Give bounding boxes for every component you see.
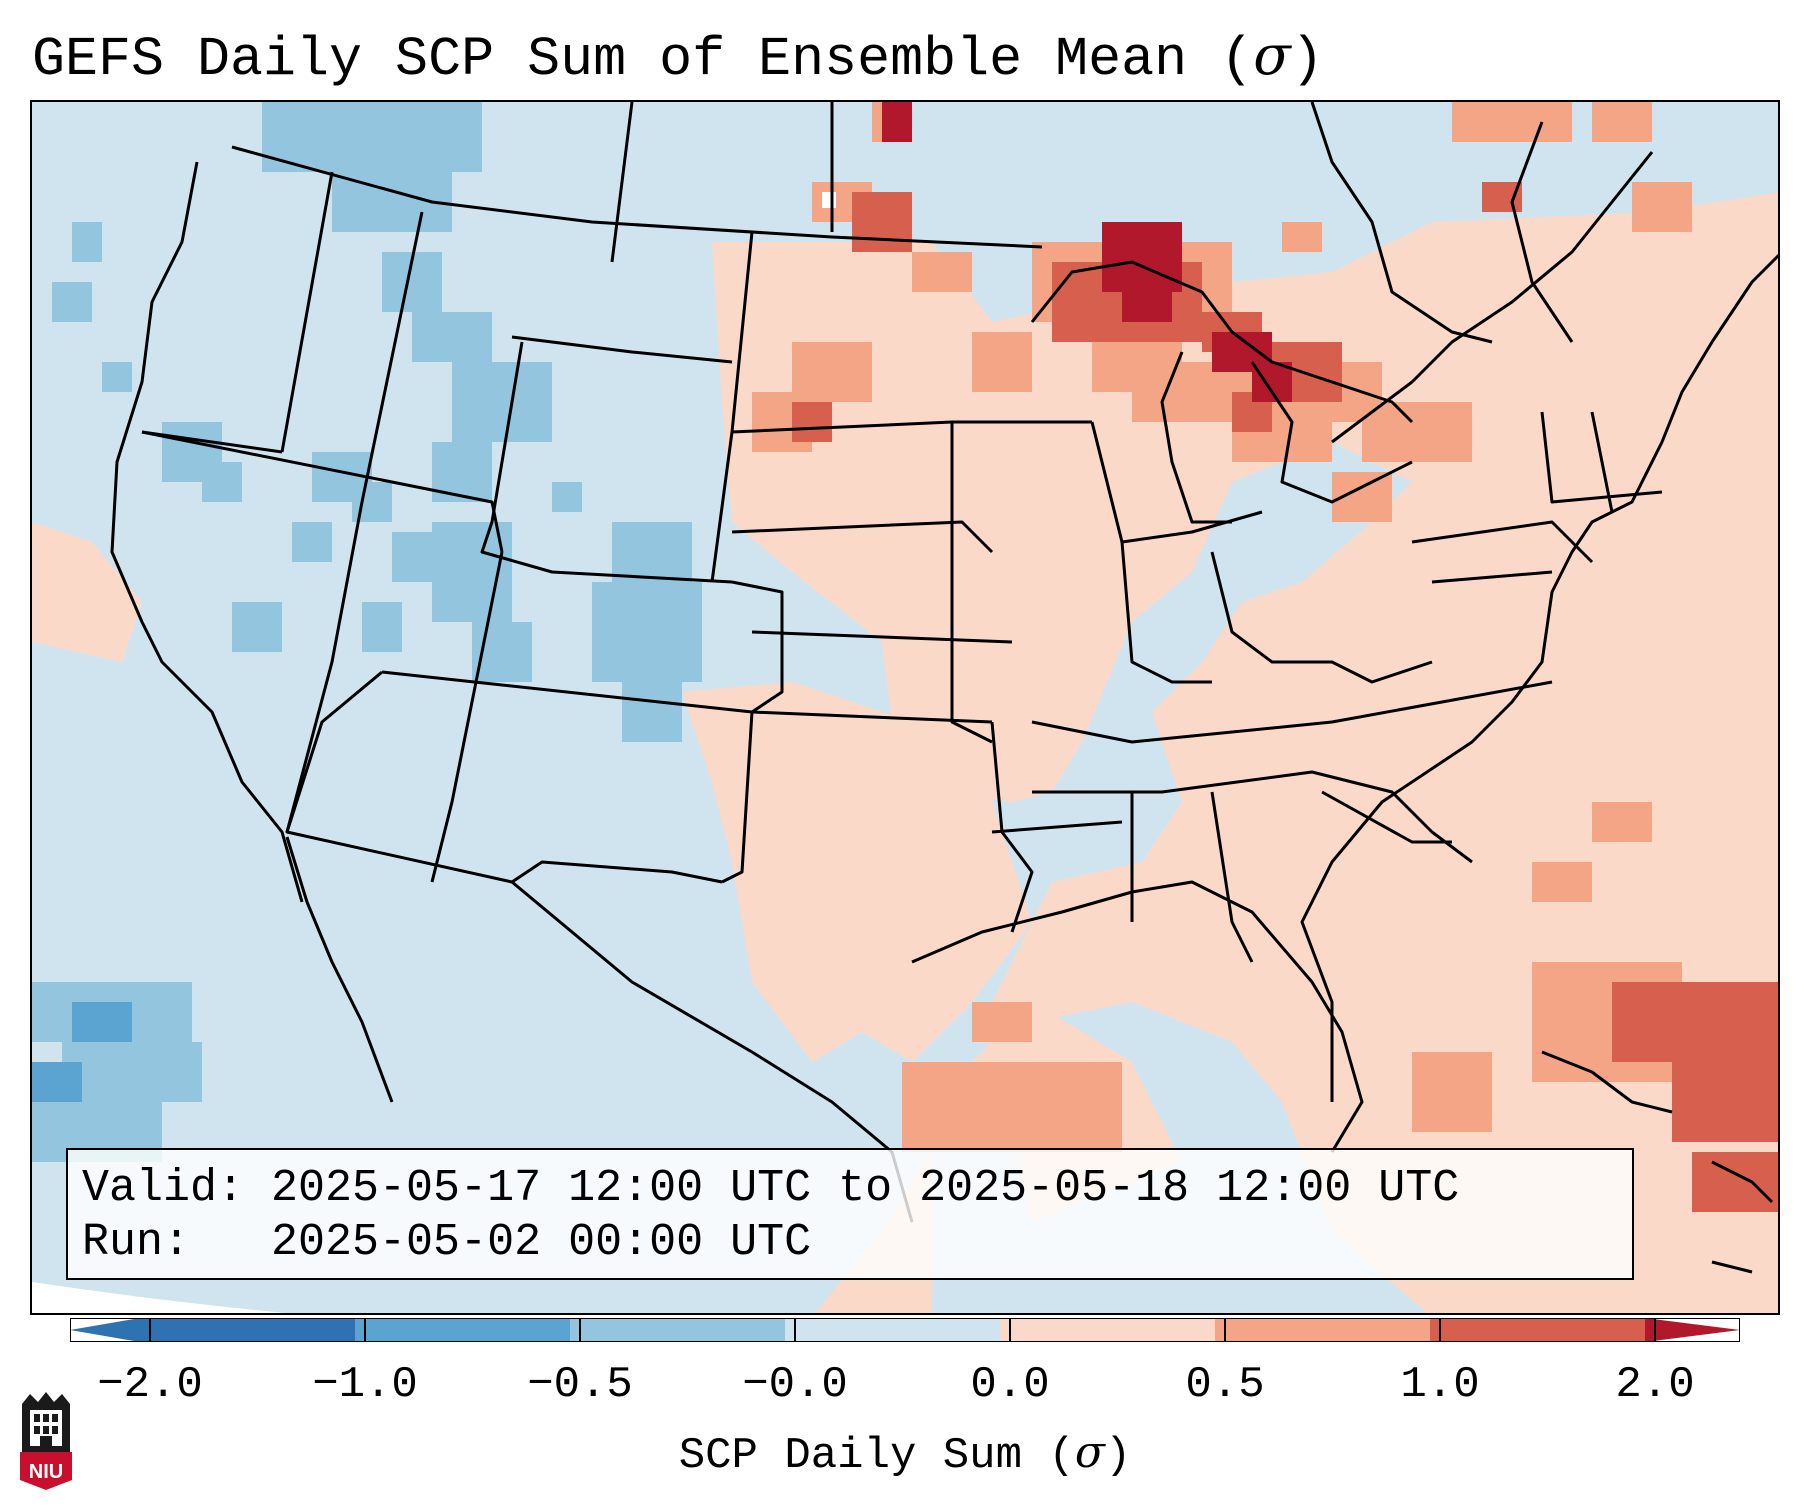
colorbar-tick-label: 2.0 <box>1615 1360 1695 1410</box>
negative-anomaly-patches <box>32 102 702 1162</box>
colorbar-label: SCP Daily Sum (σ) <box>678 1427 1132 1481</box>
logo-text: NIU <box>29 1461 63 1483</box>
scp-map <box>32 102 1778 1313</box>
colorbar-tick-label: −2.0 <box>97 1360 203 1410</box>
colorbar <box>70 1318 1740 1342</box>
moderate-negative-patches <box>32 1002 132 1102</box>
boundary-lines <box>110 102 1778 1274</box>
colorbar-segment <box>570 1318 785 1342</box>
colorbar-extend-low <box>70 1318 140 1342</box>
colorbar-segment <box>140 1318 355 1342</box>
colorbar-tick-label: 0.0 <box>970 1360 1050 1410</box>
colorbar-segment <box>1430 1318 1645 1342</box>
colorbar-tick-label: 0.5 <box>1185 1360 1265 1410</box>
colorbar-segment <box>1215 1318 1430 1342</box>
colorbar-segment <box>355 1318 570 1342</box>
colorbar-tick-label: 1.0 <box>1400 1360 1480 1410</box>
colorbar-tick-label: −0.5 <box>527 1360 633 1410</box>
valid-time-text: Valid: 2025-05-17 12:00 UTC to 2025-05-1… <box>82 1163 1460 1214</box>
colorbar-tick-label: −1.0 <box>312 1360 418 1410</box>
dark-red-patches <box>882 102 1292 402</box>
colorbar-segment <box>785 1318 1000 1342</box>
map-panel[interactable] <box>30 100 1780 1315</box>
colorbar-ticks <box>149 1318 1656 1342</box>
colorbar-segment <box>1000 1318 1215 1342</box>
run-time-text: Run: 2025-05-02 00:00 UTC <box>82 1217 812 1268</box>
page-title: GEFS Daily SCP Sum of Ensemble Mean (σ) <box>32 23 1324 91</box>
projection-edge <box>32 1282 286 1313</box>
colorbar-tick-label: −0.0 <box>742 1360 848 1410</box>
validity-info-box: Valid: 2025-05-17 12:00 UTC to 2025-05-1… <box>66 1148 1634 1280</box>
white-pixel <box>822 192 836 208</box>
colorbar-extend-high <box>1645 1318 1740 1342</box>
niu-logo-icon: NIU <box>20 1392 72 1490</box>
